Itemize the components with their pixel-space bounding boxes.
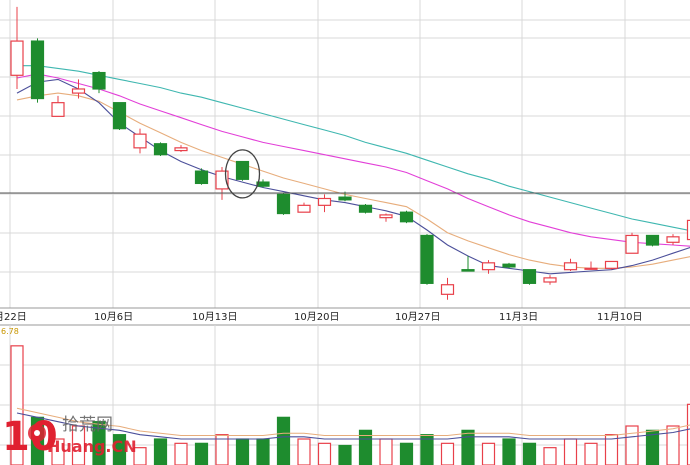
candle-body bbox=[522, 269, 537, 284]
volume-bar bbox=[276, 416, 291, 465]
candle-body bbox=[10, 40, 24, 76]
volume-bar bbox=[379, 438, 393, 465]
candle-body bbox=[256, 181, 270, 187]
volume-bar bbox=[10, 345, 24, 465]
volume-bar bbox=[666, 425, 680, 465]
volume-scale-label: 6.78 bbox=[1, 327, 19, 336]
ma-xlong-line bbox=[17, 65, 690, 232]
ma-short-line bbox=[16, 78, 690, 275]
ma-long-line bbox=[16, 73, 690, 247]
x-tick-label: 10月6日 bbox=[94, 311, 133, 323]
candle-body bbox=[543, 277, 557, 283]
volume-bar bbox=[235, 438, 250, 465]
candle-body bbox=[502, 263, 516, 268]
x-tick-label: 10月13日 bbox=[192, 311, 237, 323]
volume-bar bbox=[563, 438, 578, 465]
candle-body bbox=[297, 204, 311, 213]
candle-body bbox=[174, 147, 188, 152]
candle-body bbox=[92, 71, 106, 90]
candle-body bbox=[481, 262, 496, 271]
volume-bar bbox=[338, 444, 352, 465]
candle-body bbox=[461, 269, 475, 272]
volume-bar bbox=[256, 438, 270, 465]
volume-ma-line bbox=[16, 412, 690, 440]
volume-bar bbox=[317, 442, 332, 465]
volume-ma-lines bbox=[16, 407, 690, 440]
volume-bar bbox=[543, 447, 557, 465]
candle-body bbox=[645, 234, 660, 246]
watermark-text-en: Huang.CN bbox=[47, 437, 137, 456]
candle-body bbox=[604, 260, 619, 269]
volume-bar bbox=[522, 442, 537, 465]
volume-bar bbox=[645, 429, 660, 465]
x-axis: 月22日 10月6日 10月13日 10月20日 10月27日 11月3日 11月10日 bbox=[0, 311, 642, 323]
candle-body bbox=[112, 102, 127, 130]
candle-body bbox=[194, 170, 209, 185]
volume-bar bbox=[194, 442, 209, 465]
volume-bar bbox=[584, 442, 598, 465]
candle-body bbox=[30, 40, 45, 100]
candle-body bbox=[51, 102, 65, 117]
candle-body bbox=[399, 211, 414, 223]
volume-bar bbox=[174, 442, 188, 465]
candle-body bbox=[133, 133, 147, 149]
candle-body bbox=[358, 204, 373, 213]
volume-bar bbox=[481, 442, 496, 465]
moving-average-lines bbox=[16, 65, 690, 275]
candlestick-series bbox=[10, 6, 690, 300]
volume-bar bbox=[399, 442, 414, 465]
candle-body bbox=[71, 88, 86, 94]
candle-body bbox=[379, 214, 393, 219]
candle-body bbox=[276, 193, 291, 215]
ma-mid-line bbox=[16, 92, 690, 269]
candle-body bbox=[153, 143, 168, 156]
candle-body bbox=[235, 160, 250, 180]
volume-ma-line-2 bbox=[16, 407, 690, 436]
volume-bar bbox=[461, 429, 475, 465]
candle-body bbox=[666, 236, 680, 243]
x-tick-label: 11月3日 bbox=[499, 311, 538, 323]
candle-body bbox=[317, 197, 332, 206]
x-tick-label: 10月20日 bbox=[294, 311, 339, 323]
watermark-logo-gear-hole bbox=[34, 430, 40, 436]
candle-body bbox=[625, 234, 639, 254]
candle-body bbox=[440, 284, 455, 295]
volume-bar bbox=[153, 438, 168, 465]
candle-body bbox=[420, 234, 434, 284]
x-tick-label: 10月27日 bbox=[395, 311, 440, 323]
watermark-text-cn: 拾荒网 bbox=[62, 415, 113, 435]
price-panel bbox=[0, 6, 690, 300]
volume-bar bbox=[625, 425, 639, 465]
candle-body bbox=[338, 196, 352, 201]
volume-bar bbox=[502, 438, 516, 465]
candle-body bbox=[686, 219, 690, 241]
candle-body bbox=[563, 262, 578, 271]
x-tick-label: 月22日 bbox=[0, 311, 27, 323]
candle-body bbox=[584, 267, 598, 270]
volume-bar bbox=[297, 438, 311, 465]
volume-bar bbox=[440, 442, 455, 465]
volume-bar bbox=[686, 403, 690, 465]
watermark-logo: 10 拾荒网 Huang.CN bbox=[2, 414, 137, 460]
volume-bar bbox=[51, 438, 65, 465]
annotation-circle bbox=[224, 149, 261, 199]
x-tick-label: 11月10日 bbox=[597, 311, 642, 323]
